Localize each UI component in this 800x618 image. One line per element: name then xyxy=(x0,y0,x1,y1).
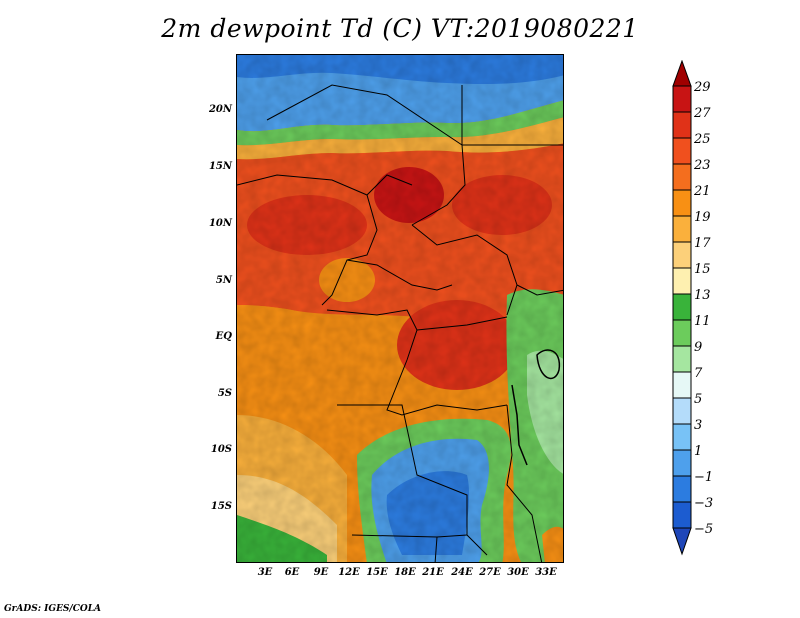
lon-label: 30E xyxy=(507,567,529,578)
colorbar-label: −3 xyxy=(694,496,714,511)
lon-label: 27E xyxy=(479,567,501,578)
colorbar-label: 7 xyxy=(694,366,703,381)
lat-label: EQ xyxy=(215,331,232,342)
colorbar-label: 3 xyxy=(694,418,703,433)
lat-label: 20N xyxy=(208,104,232,115)
dewpoint-field xyxy=(237,55,563,562)
lon-label: 12E xyxy=(338,567,360,578)
lon-label: 3E xyxy=(257,567,273,578)
colorbar-segment xyxy=(672,163,692,191)
colorbar-label: 17 xyxy=(694,236,711,251)
colorbar-segment xyxy=(672,60,692,87)
colorbar-segment xyxy=(672,267,692,295)
colorbar-segment xyxy=(672,345,692,373)
colorbar-label: −1 xyxy=(694,470,714,485)
colorbar-label: 19 xyxy=(694,210,711,225)
colorbar-segment xyxy=(672,85,692,113)
lon-label: 15E xyxy=(366,567,388,578)
colorbar-segment xyxy=(672,241,692,269)
colorbar-label: 1 xyxy=(694,444,703,459)
colorbar-label: 15 xyxy=(694,262,711,277)
colorbar-label: 11 xyxy=(694,314,711,329)
colorbar-segment xyxy=(672,189,692,217)
colorbar-segments xyxy=(672,60,692,556)
colorbar-label: 23 xyxy=(694,158,711,173)
lon-label: 18E xyxy=(394,567,416,578)
colorbar-segment xyxy=(672,397,692,425)
colorbar-label: 27 xyxy=(694,106,711,121)
lat-label: 15S xyxy=(210,501,232,512)
map-title: 2m dewpoint Td (C) VT:2019080221 xyxy=(161,14,639,43)
colorbar-segment xyxy=(672,319,692,347)
lakes xyxy=(511,349,561,466)
colorbar-label: 9 xyxy=(694,340,703,355)
lon-label: 9E xyxy=(313,567,329,578)
lon-label: 24E xyxy=(451,567,473,578)
colorbar-segment xyxy=(672,111,692,139)
colorbar-label: −5 xyxy=(694,522,714,537)
colorbar-label: 29 xyxy=(694,80,711,95)
colorbar-segment xyxy=(672,371,692,399)
lat-label: 10N xyxy=(208,218,232,229)
colorbar xyxy=(672,60,692,556)
colorbar-segment xyxy=(672,449,692,477)
lat-label: 5N xyxy=(215,275,232,286)
software-credit: GrADS: IGES/COLA xyxy=(4,604,102,614)
colorbar-segment xyxy=(672,215,692,243)
colorbar-segment xyxy=(672,293,692,321)
field-texture xyxy=(237,55,563,562)
lon-label: 21E xyxy=(422,567,444,578)
lat-label: 10S xyxy=(210,444,232,455)
lon-label: 6E xyxy=(284,567,300,578)
lat-label: 15N xyxy=(208,161,232,172)
colorbar-segment xyxy=(672,137,692,165)
colorbar-segment xyxy=(672,475,692,503)
lon-label: 33E xyxy=(535,567,557,578)
colorbar-label: 5 xyxy=(694,392,703,407)
colorbar-label: 25 xyxy=(694,132,711,147)
dewpoint-map xyxy=(236,54,564,563)
lat-label: 5S xyxy=(217,388,232,399)
colorbar-segment xyxy=(672,527,692,556)
colorbar-segment xyxy=(672,423,692,451)
colorbar-label: 21 xyxy=(694,184,711,199)
colorbar-segment xyxy=(672,501,692,529)
colorbar-label: 13 xyxy=(694,288,711,303)
country-borders xyxy=(237,84,563,562)
